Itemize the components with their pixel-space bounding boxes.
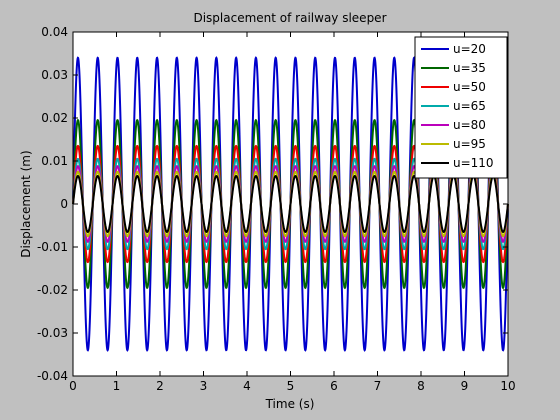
y-tick-label: -0.01: [37, 240, 68, 254]
y-tick-label: -0.03: [37, 326, 68, 340]
x-tick-label: 6: [330, 379, 338, 393]
series-line-7: [72, 175, 509, 233]
legend-box: [414, 36, 508, 179]
y-tick-label: -0.02: [37, 283, 68, 297]
legend-label-6: u=95: [453, 137, 486, 151]
legend-label-1: u=20: [453, 42, 486, 56]
y-tick-label: 0: [60, 197, 68, 211]
chart-title: Displacement of railway sleeper: [193, 11, 386, 25]
x-tick-label: 2: [156, 379, 164, 393]
x-tick-label: 0: [69, 379, 77, 393]
x-tick-label: 10: [500, 379, 515, 393]
x-tick-label: 7: [374, 379, 382, 393]
y-tick-label: -0.04: [37, 369, 68, 383]
legend-label-2: u=35: [453, 61, 486, 75]
y-tick-label: 0.01: [41, 154, 68, 168]
legend-label-3: u=50: [453, 80, 486, 94]
x-tick-label: 1: [113, 379, 121, 393]
legend-label-5: u=80: [453, 118, 486, 132]
y-tick-label: 0.03: [41, 68, 68, 82]
y-tick-label: 0.02: [41, 111, 68, 125]
legend: u=20 u=35 u=50 u=65 u=80 u=95 u=110: [414, 36, 508, 179]
legend-label-7: u=110: [453, 156, 494, 170]
x-tick-label: 3: [200, 379, 208, 393]
x-tick-label: 9: [461, 379, 469, 393]
x-tick-label: 4: [243, 379, 251, 393]
x-axis-label: Time (s): [265, 397, 315, 411]
x-tick-label: 5: [287, 379, 295, 393]
x-tick-label: 8: [417, 379, 425, 393]
y-tick-label: 0.04: [41, 25, 68, 39]
y-axis-label: Displacement (m): [19, 150, 33, 257]
legend-label-4: u=65: [453, 99, 486, 113]
ticks-layer: 0 1 2 3 4 5 6 7 8 9 10 -0.04 -0.03 -0.02 -0.01 0 0.01 0.0…: [37, 25, 516, 393]
